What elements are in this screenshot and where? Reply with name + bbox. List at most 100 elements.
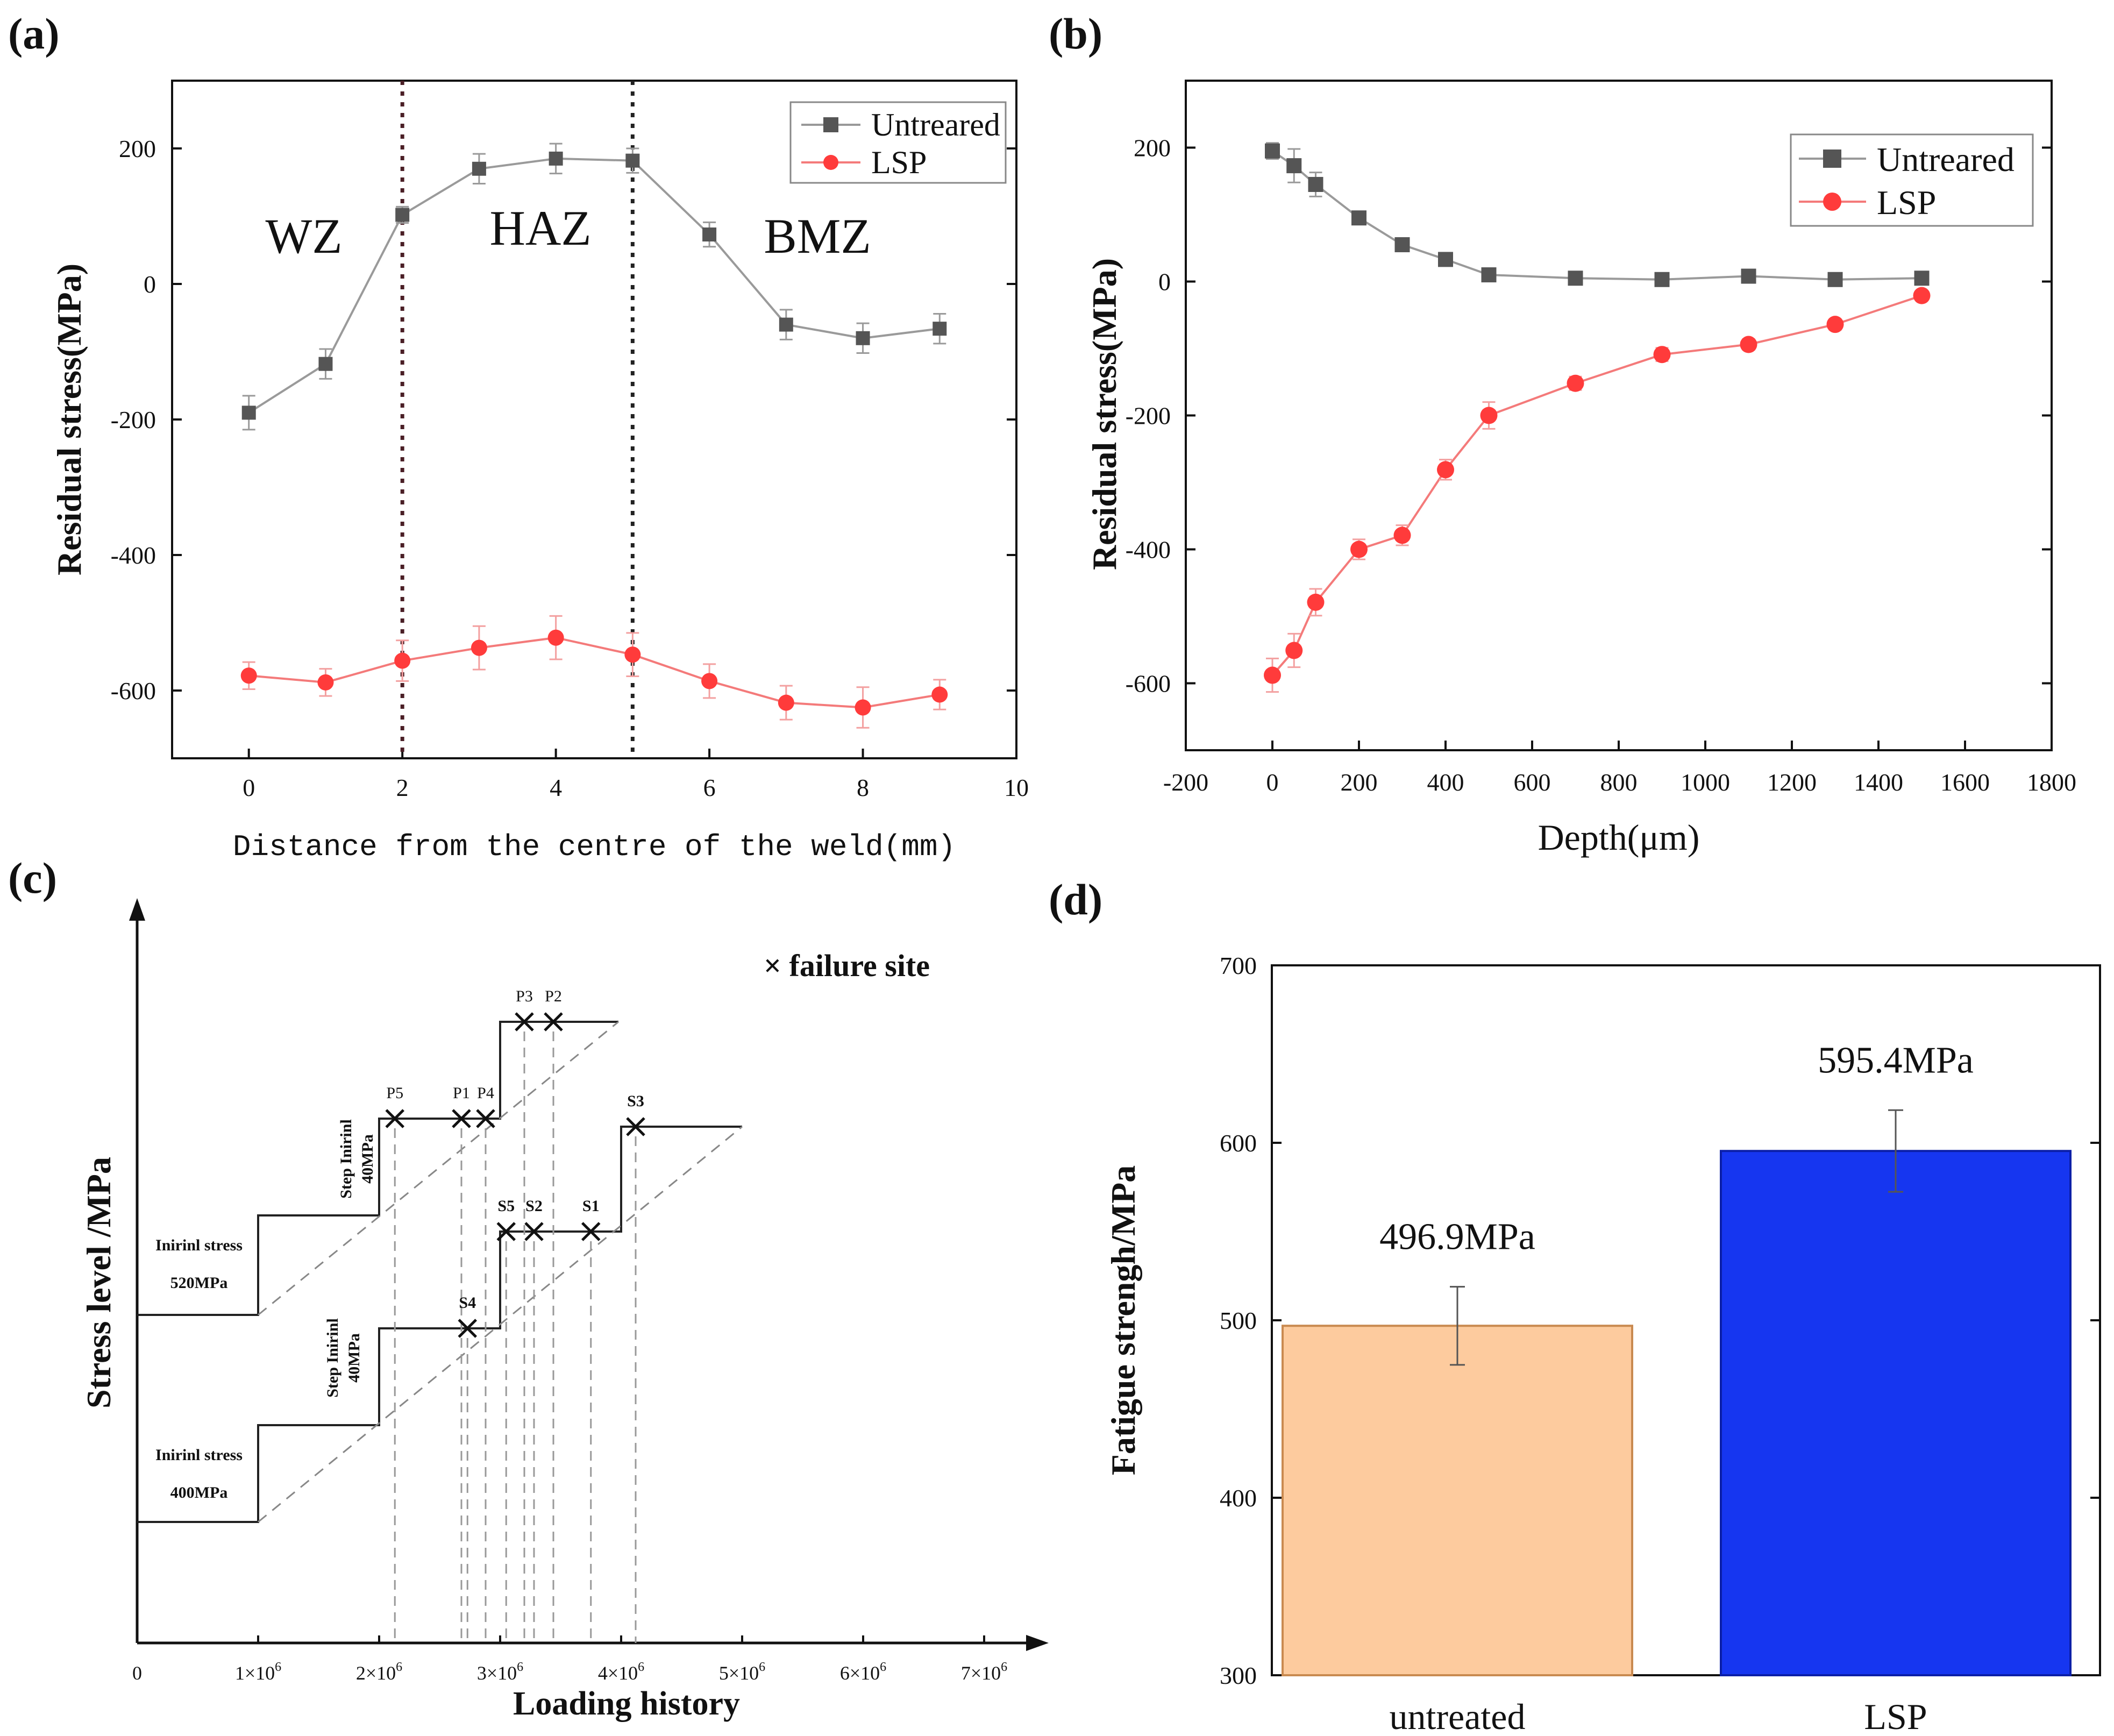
x-tick-label: 2×106 [356,1660,402,1684]
x-tick-label: 0 [1266,769,1279,796]
data-point-lsp [1653,346,1671,364]
x-tick-label: 1600 [1940,769,1990,796]
legend-label-lsp: LSP [1877,183,1936,222]
failure-label: P1 [453,1084,470,1102]
x-tick-label: 6 [703,774,716,801]
y-tick-label: -400 [1126,536,1171,564]
x-tick-label: 8 [857,774,869,801]
lower-initial-stress-value: 400MPa [170,1484,228,1502]
legend-failure-site: × failure site [764,948,930,983]
x-category-label: LSP [1864,1696,1927,1736]
panel-b-chart: -200 0 200 400 600 800 1000 1200 1400 1600 1800 -60… [1085,80,2076,858]
data-point-untreated [472,161,486,176]
bar-LSP [1720,1150,2072,1676]
data-point-lsp [1480,407,1498,424]
failure-label: S2 [525,1197,543,1215]
series-line-untreated [248,157,940,414]
y-axis-label: Residual stress(MPa) [50,264,88,575]
legend: Untreared LSP [1790,133,2034,227]
x-tick-label: 1000 [1681,769,1730,796]
zone-label-bmz: BMZ [764,209,871,264]
data-point-lsp [778,694,794,711]
x-axis-label: Loading history [513,1685,740,1722]
data-point-untreated [318,357,333,371]
x-tick-label: 10 [1004,774,1029,801]
x-tick-label: 1200 [1767,769,1817,796]
x-tick-label: 6×106 [840,1660,886,1684]
data-point-untreated [1654,272,1670,287]
failure-marker [496,1222,516,1241]
y-tick-label: 200 [1134,134,1171,162]
x-tick-label: 1×106 [235,1660,281,1684]
x-category-label: untreated [1390,1696,1526,1736]
data-point-untreated [1438,252,1453,267]
data-point-untreated [1481,267,1497,283]
data-point-lsp [394,652,411,669]
data-point-untreated [625,153,640,168]
data-point-untreated [241,405,256,420]
x-tick-label: 2 [396,774,409,801]
failure-marker [626,1117,645,1136]
failure-label: S5 [497,1197,515,1215]
x-tick-label: 4 [550,774,562,801]
data-point-lsp [317,674,334,691]
y-tick-label: -600 [111,677,156,705]
data-point-untreated [1914,271,1930,286]
bar-untreated [1282,1325,1633,1676]
x-tick-label: 7×106 [961,1660,1007,1684]
data-point-lsp [624,646,641,663]
legend-marker-untreated [1823,150,1841,168]
panel-label-b: (b) [1049,9,1102,58]
failure-marker [476,1109,495,1128]
failure-marker [524,1222,544,1241]
data-point-lsp [1307,593,1325,611]
failure-marker [458,1319,478,1338]
x-tick-label: 0 [243,774,255,801]
bar-data-label: 496.9MPa [1379,1216,1535,1258]
panel-label-a: (a) [8,9,60,58]
data-point-untreated [856,331,870,345]
data-point-lsp [1913,287,1931,304]
y-axis-arrow [129,898,145,921]
x-tick-label: 400 [1427,769,1464,796]
lower-initial-stress-label: Inirinl stress [155,1446,243,1464]
panel-d-chart: 300 400 500 600 700 496.9MPa untreated 595.4MP… [1104,952,2101,1736]
y-tick-label: 0 [1158,268,1171,296]
x-axis-label: Distance from the centre of the weld(mm) [233,830,956,864]
lower-trend-line [258,1126,743,1523]
failure-label: P3 [516,987,533,1005]
series-line-lsp [248,636,940,709]
data-point-untreated [1568,271,1583,286]
data-point-lsp [931,686,948,703]
panel-a-chart: 0 2 4 6 8 10 -600 -400 -200 0 200 WZ HAZ BMZ Untre… [50,80,1029,864]
x-tick-label: -200 [1163,769,1208,796]
failure-label: S1 [582,1197,600,1215]
lower-step-value: 40MPa [345,1333,363,1383]
x-tick-label: 1800 [2027,769,2076,796]
data-point-untreated [549,151,563,166]
legend-marker-lsp [823,155,838,170]
failure-label: P5 [386,1084,403,1102]
y-tick-label: 0 [144,271,156,298]
y-tick-label: 300 [1220,1662,1257,1689]
y-tick-label: 500 [1220,1307,1257,1334]
zone-label-haz: HAZ [489,201,591,255]
data-point-lsp [1740,336,1757,353]
data-point-lsp [1826,316,1844,333]
failure-label: P4 [477,1084,494,1102]
failure-marker [581,1222,601,1241]
upper-step-label: Step Inirinl [337,1119,355,1199]
y-tick-label: 200 [119,135,156,162]
failure-label: P2 [545,987,562,1005]
legend-label-untreated: Untreared [1877,140,2015,179]
legend-label-lsp: LSP [871,145,927,180]
y-tick-label: 400 [1220,1484,1257,1512]
data-point-lsp [471,639,487,656]
data-point-lsp [1264,666,1281,684]
zone-label-wz: WZ [265,209,342,264]
data-point-lsp [240,667,257,684]
data-point-untreated [1265,143,1280,159]
failure-marker [515,1012,534,1031]
panel-label-c: (c) [8,853,57,902]
data-point-lsp [1350,540,1368,558]
